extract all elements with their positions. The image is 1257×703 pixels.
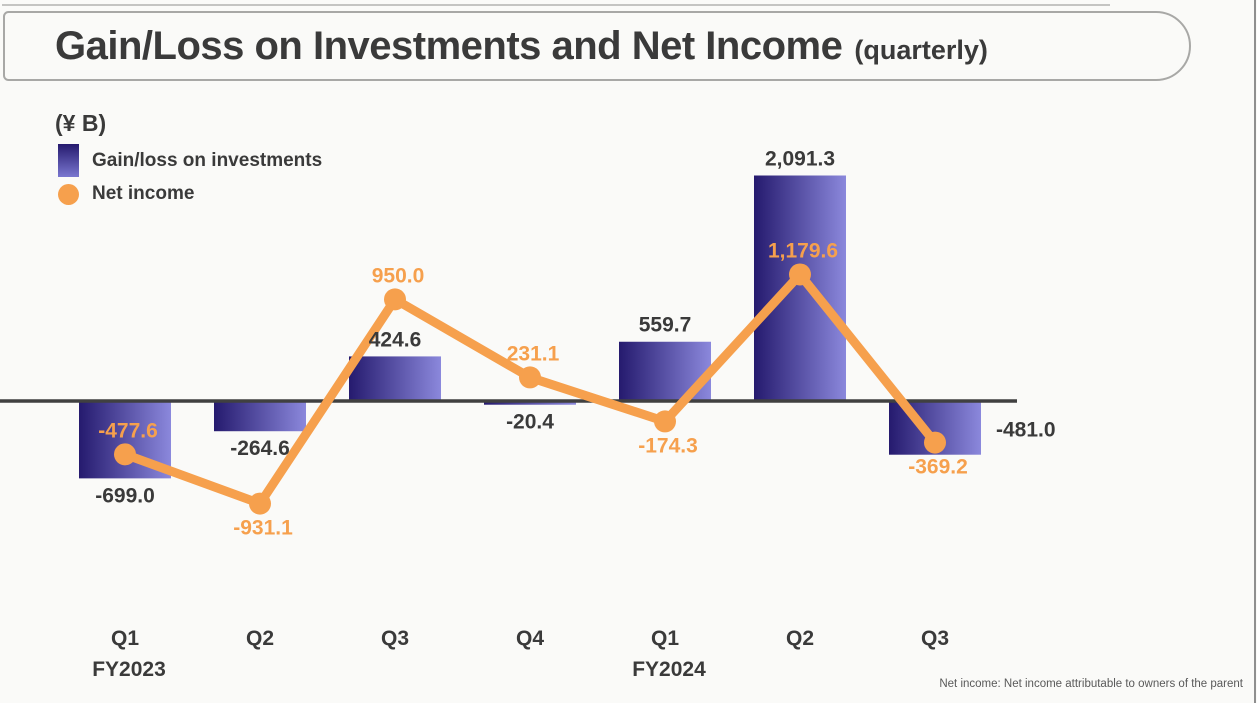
page-title: Gain/Loss on Investments and Net Income — [55, 23, 843, 68]
bar-q2-fy2024 — [754, 175, 846, 403]
x-axis-label-q1-fy2024: Q1 — [651, 627, 679, 650]
legend-label-gain-loss: Gain/loss on investments — [92, 149, 323, 171]
footnote: Net income: Net income attributable to o… — [939, 678, 1243, 690]
x-axis-label-q2-fy2023: Q2 — [246, 627, 274, 650]
orange-dot-icon — [58, 183, 79, 205]
net-income-point-q3-fy2024 — [924, 431, 946, 454]
bar-value-label: 559.7 — [639, 314, 692, 337]
bar-swatch-icon — [58, 144, 79, 177]
page-title-suffix: (quarterly) — [854, 34, 988, 65]
net-income-point-q1-fy2023 — [114, 443, 136, 466]
net-income-point-q2-fy2024 — [789, 263, 811, 286]
bar-q3-fy2023 — [349, 356, 441, 403]
net-income-points — [114, 263, 946, 515]
net-income-point-q3-fy2023 — [384, 288, 406, 311]
x-axis-label-q4-fy2023: Q4 — [516, 627, 544, 650]
legend-label-net-income: Net income — [92, 183, 195, 204]
chart-legend: Gain/loss on investments Net income — [58, 144, 322, 211]
bar-value-label: -20.4 — [506, 411, 554, 434]
net-income-point-q1-fy2024 — [654, 410, 676, 433]
bar-value-label: -264.6 — [230, 437, 290, 460]
bar-value-label: 424.6 — [369, 328, 422, 351]
fiscal-year-label-fy2024: FY2024 — [632, 658, 706, 681]
bar-q4-fy2023 — [484, 402, 576, 405]
net-income-value-label: 950.0 — [372, 264, 425, 287]
net-income-point-q4-fy2023 — [519, 366, 541, 389]
net-income-value-label: 1,179.6 — [768, 239, 838, 262]
x-axis-label-q1-fy2023: Q1 — [111, 627, 139, 650]
bar-value-label: -481.0 — [996, 419, 1056, 442]
legend-item-gain-loss: Gain/loss on investments — [58, 144, 322, 177]
x-axis-label-q2-fy2024: Q2 — [786, 627, 814, 650]
top-divider-line — [2, 4, 1110, 6]
bars-group — [79, 175, 981, 479]
net-income-value-label: -477.6 — [98, 419, 158, 442]
bar-q1-fy2024 — [619, 341, 711, 403]
net-income-value-label: -174.3 — [638, 434, 698, 457]
unit-label: (¥ B) — [55, 110, 107, 136]
legend-item-net-income: Net income — [58, 183, 322, 205]
net-income-value-label: -369.2 — [908, 456, 968, 479]
net-income-value-label: 231.1 — [507, 342, 560, 365]
bar-value-label: 2,091.3 — [765, 148, 835, 171]
net-income-point-q2-fy2023 — [249, 492, 271, 515]
title-box: Gain/Loss on Investments and Net Income … — [3, 11, 1191, 81]
right-edge-line — [1254, 0, 1256, 703]
x-axis-label-q3-fy2023: Q3 — [381, 627, 409, 650]
net-income-value-label: -931.1 — [233, 517, 293, 540]
bar-value-label: -699.0 — [95, 484, 155, 507]
fiscal-year-label-fy2023: FY2023 — [92, 658, 166, 681]
x-axis-label-q3-fy2024: Q3 — [921, 627, 949, 650]
bar-q2-fy2023 — [214, 402, 306, 432]
